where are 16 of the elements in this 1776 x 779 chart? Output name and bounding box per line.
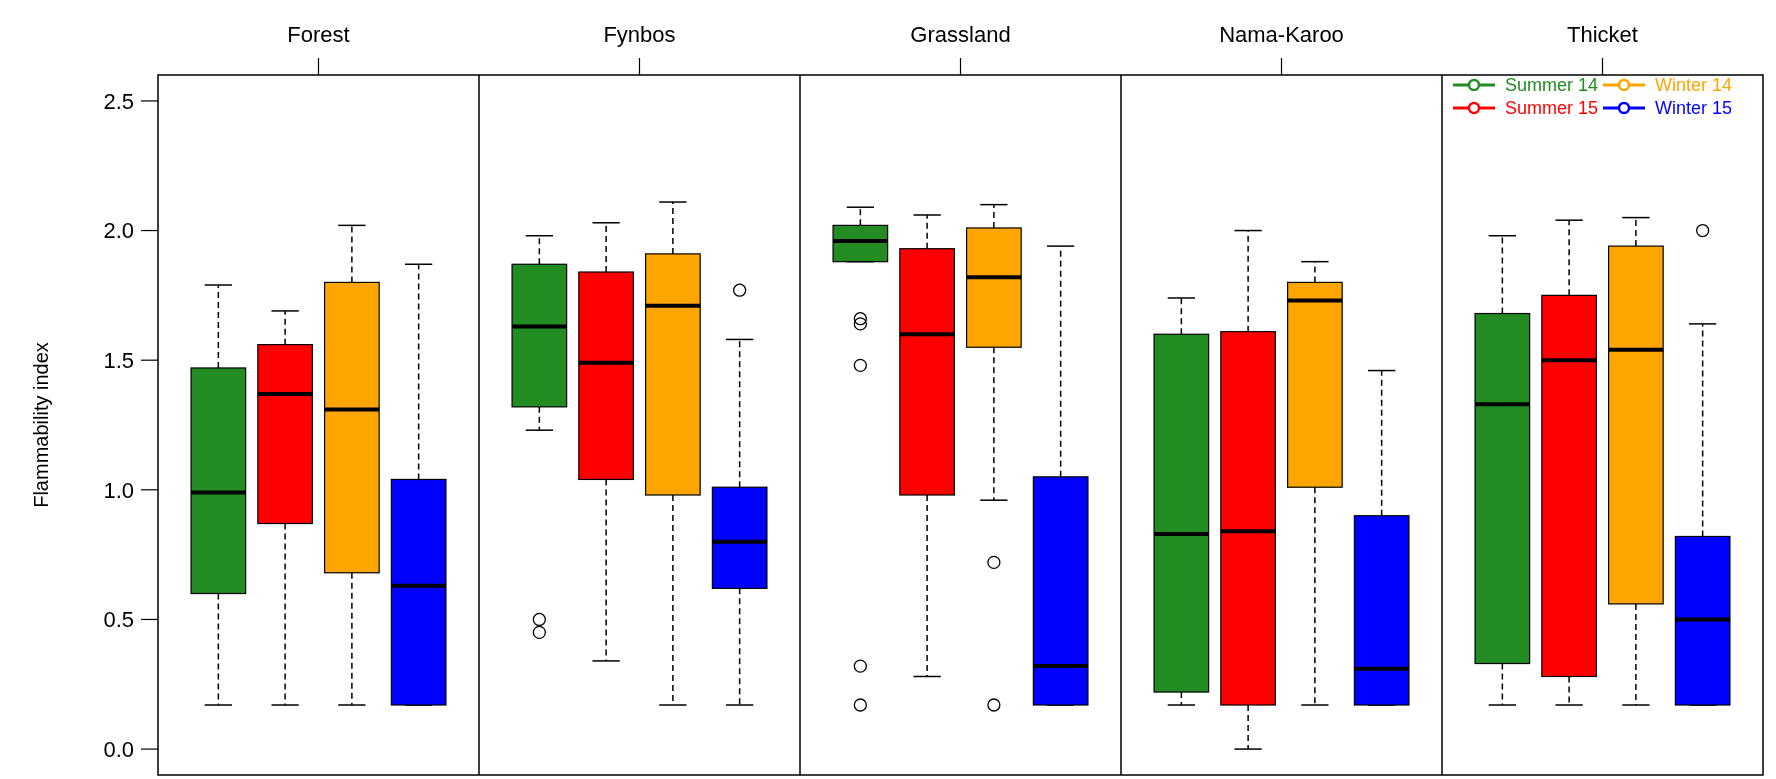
x-tick-label: Forest	[287, 22, 350, 47]
x-tick-label: Fynbos	[603, 22, 676, 47]
x-tick-label: Nama-Karoo	[1219, 22, 1344, 47]
legend-label: Winter 15	[1655, 98, 1733, 119]
legend-label: Winter 14	[1655, 75, 1733, 96]
legend-label: Summer 15	[1505, 98, 1599, 119]
y-tick-label: 0.5	[103, 607, 134, 633]
y-tick-label: 0.0	[103, 736, 134, 762]
legend-label: Summer 14	[1505, 75, 1599, 96]
y-tick-label: 2.0	[103, 218, 134, 244]
y-tick-label: 2.5	[103, 88, 134, 114]
x-tick-label: Grassland	[910, 22, 1011, 47]
y-tick-label: 1.5	[103, 347, 134, 373]
y-axis-title: Flammability index	[30, 342, 52, 508]
y-tick-label: 1.0	[103, 477, 134, 503]
x-tick-label: Thicket	[1567, 22, 1638, 47]
